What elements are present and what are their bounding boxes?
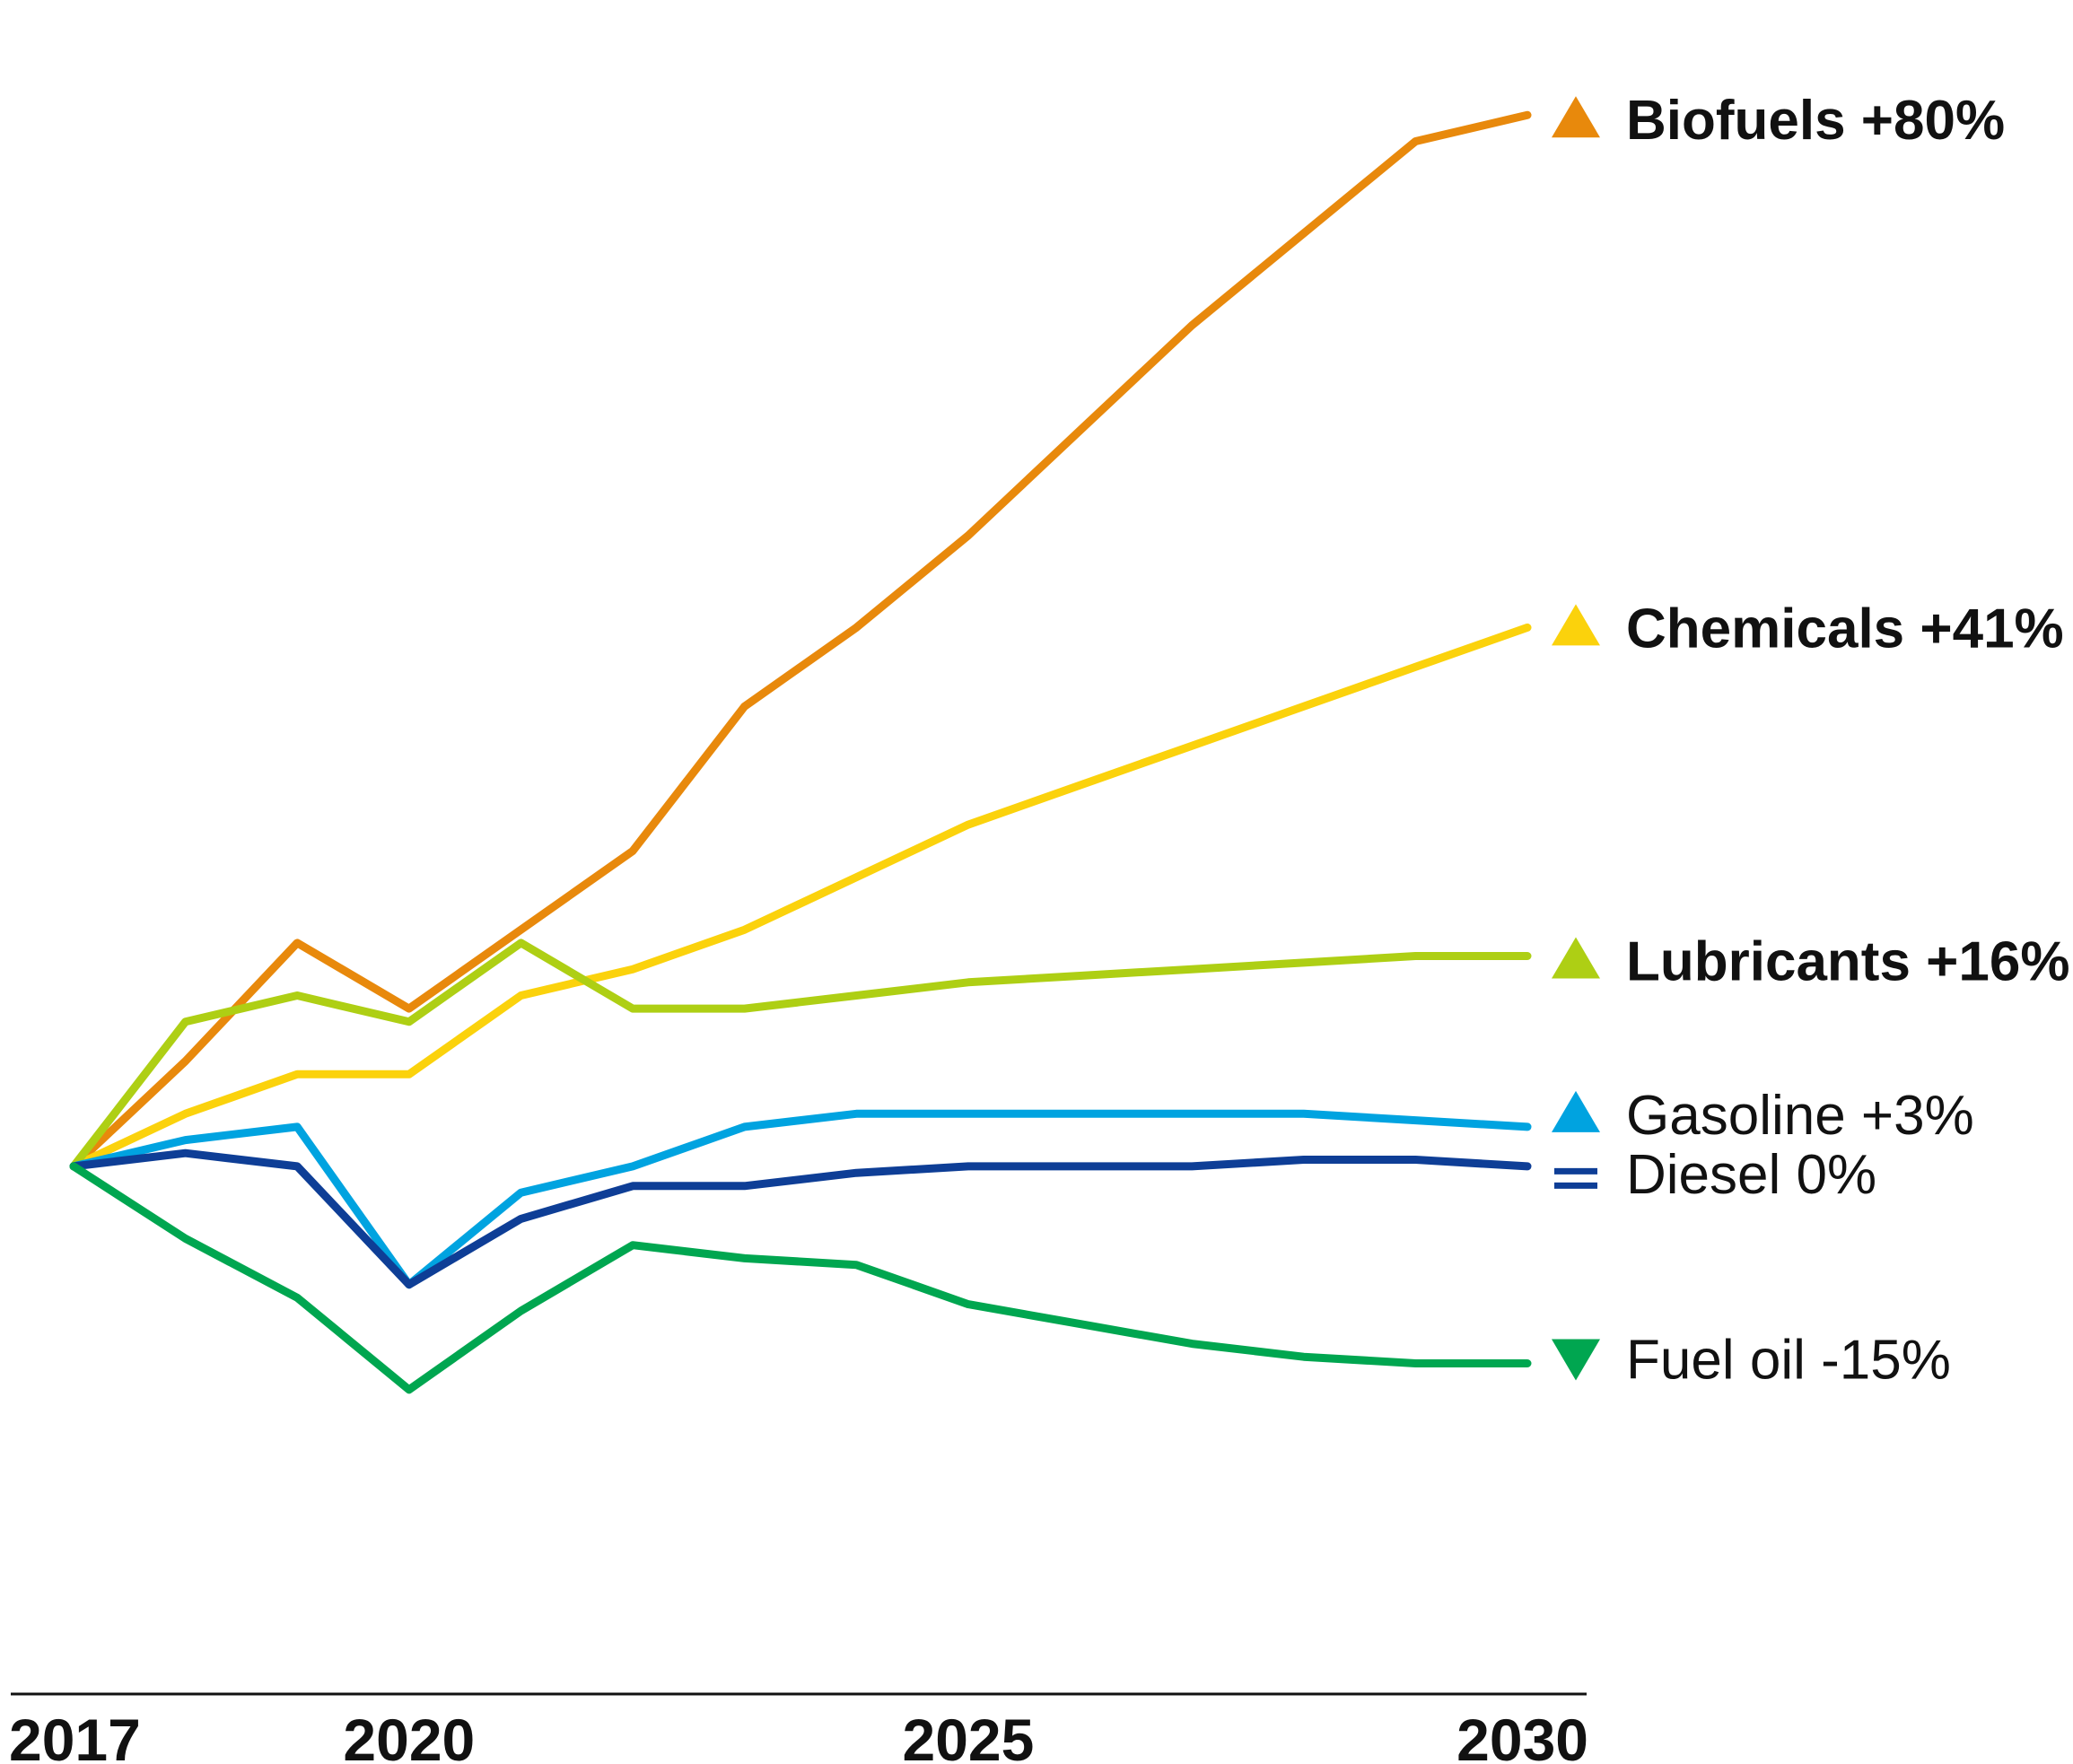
equal-sign-icon [1554,1167,1597,1189]
series-line-biofuels [69,110,1532,1171]
series-lines [69,110,1532,1394]
series-label-biofuels: Biofuels +80% [1626,90,2005,152]
x-tick-label-2030: 2030 [1456,1707,1588,1764]
up-triangle-icon [1552,1090,1600,1132]
series-label-lubricants: Lubricants +16% [1626,931,2069,993]
series-line-diesel [69,1148,1532,1289]
series-line-lubricants [69,939,1532,1171]
series-labels: Biofuels +80% Chemicals +41% Lubricants +1… [1552,90,2069,1392]
x-tick-label-2025: 2025 [903,1707,1035,1764]
series-label-diesel: Diesel 0% [1626,1144,1876,1206]
up-triangle-icon [1552,96,1600,138]
series-line-chemicals [69,623,1532,1171]
series-line-gasoline [69,1109,1532,1289]
x-tick-label-2017: 2017 [9,1707,141,1764]
series-line-fuel-oil [69,1162,1532,1394]
x-tick-label-2020: 2020 [343,1707,475,1764]
series-label-gasoline: Gasoline +3% [1626,1085,1974,1147]
series-label-chemicals: Chemicals +41% [1626,598,2064,659]
x-axis-ticks: 2017 2020 2025 2030 [9,1707,1588,1764]
down-triangle-icon [1552,1339,1600,1381]
series-label-fuel-oil: Fuel oil -15% [1626,1330,1951,1392]
up-triangle-icon [1552,937,1600,979]
up-triangle-icon [1552,604,1600,646]
